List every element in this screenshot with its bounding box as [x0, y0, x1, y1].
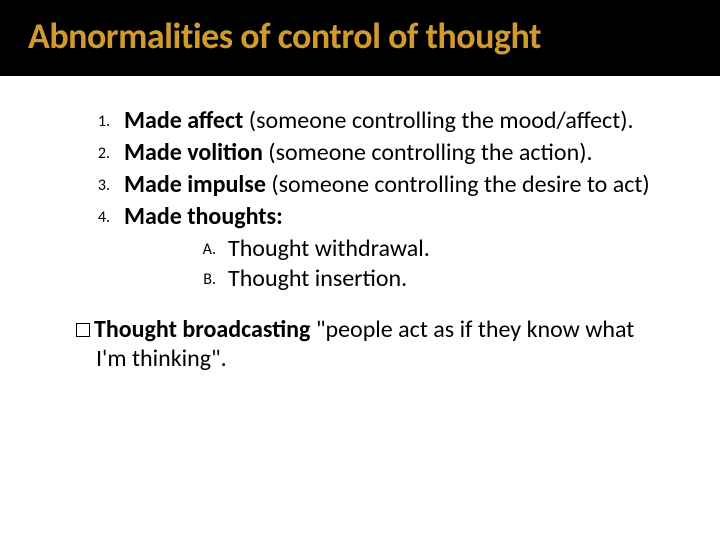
list-item-bold: Made impulse — [124, 170, 266, 199]
list-item: 4. Made thoughts: — [90, 202, 660, 232]
sub-list: A. Thought withdrawal. B. Thought insert… — [200, 234, 660, 294]
title-bar: Abnormalities of control of thought — [0, 0, 720, 76]
numbered-list: 1. Made affect (someone controlling the … — [90, 106, 660, 294]
list-item-bold: Made volition — [124, 138, 263, 167]
list-item: 3. Made impulse (someone controlling the… — [90, 170, 660, 200]
sub-list-item: B. Thought insertion. — [200, 264, 660, 294]
list-item-bold: Made thoughts: — [124, 202, 283, 231]
sub-list-body: Thought withdrawal. — [228, 234, 430, 264]
list-item-rest: (someone controlling the mood/affect). — [243, 106, 633, 135]
broadcast-paragraph: Thought broadcasting "people act as if t… — [76, 316, 650, 374]
list-body: Made impulse (someone controlling the de… — [124, 170, 660, 200]
sub-list-item: A. Thought withdrawal. — [200, 234, 660, 264]
list-item-bold: Made affect — [124, 106, 243, 135]
sub-list-body: Thought insertion. — [228, 264, 407, 294]
list-item: 2. Made volition (someone controlling th… — [90, 138, 660, 168]
list-marker: 4. — [90, 202, 124, 232]
list-body: Made affect (someone controlling the moo… — [124, 106, 660, 136]
list-item: 1. Made affect (someone controlling the … — [90, 106, 660, 136]
slide-content: 1. Made affect (someone controlling the … — [0, 76, 720, 374]
broadcast-bold: Thought broadcasting — [94, 315, 310, 344]
slide-title: Abnormalities of control of thought — [28, 14, 541, 58]
checkbox-bullet-icon — [76, 323, 90, 337]
list-item-rest: (someone controlling the desire to act) — [266, 170, 650, 199]
list-marker: 3. — [90, 170, 124, 200]
list-body: Made volition (someone controlling the a… — [124, 138, 660, 168]
list-marker: 2. — [90, 138, 124, 168]
list-marker: 1. — [90, 106, 124, 136]
list-body: Made thoughts: — [124, 202, 660, 232]
sub-list-marker: B. — [200, 264, 228, 294]
sub-list-marker: A. — [200, 234, 228, 264]
list-item-rest: (someone controlling the action). — [263, 138, 593, 167]
